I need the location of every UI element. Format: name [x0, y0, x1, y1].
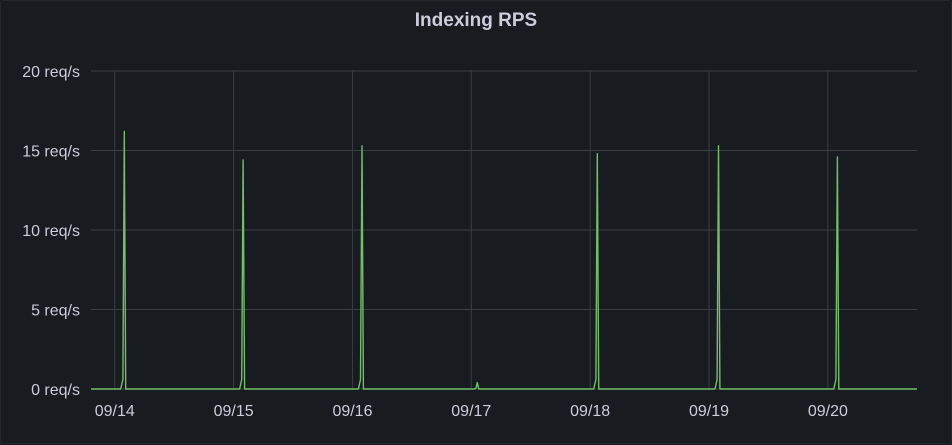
panel-title[interactable]: Indexing RPS: [414, 10, 538, 31]
series-layer: [91, 130, 917, 390]
y-tick-label: 5 req/s: [31, 303, 80, 320]
x-tick-label: 09/14: [95, 403, 135, 420]
y-tick-label: 15 req/s: [22, 144, 80, 161]
x-tick-label: 09/17: [451, 403, 491, 420]
y-tick-label: 20 req/s: [22, 64, 80, 81]
x-tick-label: 09/18: [570, 403, 610, 420]
series-line: [91, 130, 917, 390]
x-axis: 09/14 09/15 09/16 09/17 09/18 09/19 09/20: [95, 403, 848, 420]
x-tick-label: 09/20: [808, 403, 848, 420]
y-tick-label: 10 req/s: [22, 223, 80, 240]
x-tick-label: 09/19: [689, 403, 729, 420]
y-tick-label: 0 req/s: [31, 382, 80, 399]
grid-lines: [91, 70, 917, 390]
x-tick-label: 09/16: [332, 403, 372, 420]
y-axis: 0 req/s 5 req/s 10 req/s 15 req/s 20 req/s: [22, 64, 80, 399]
x-tick-label: 09/15: [214, 403, 254, 420]
